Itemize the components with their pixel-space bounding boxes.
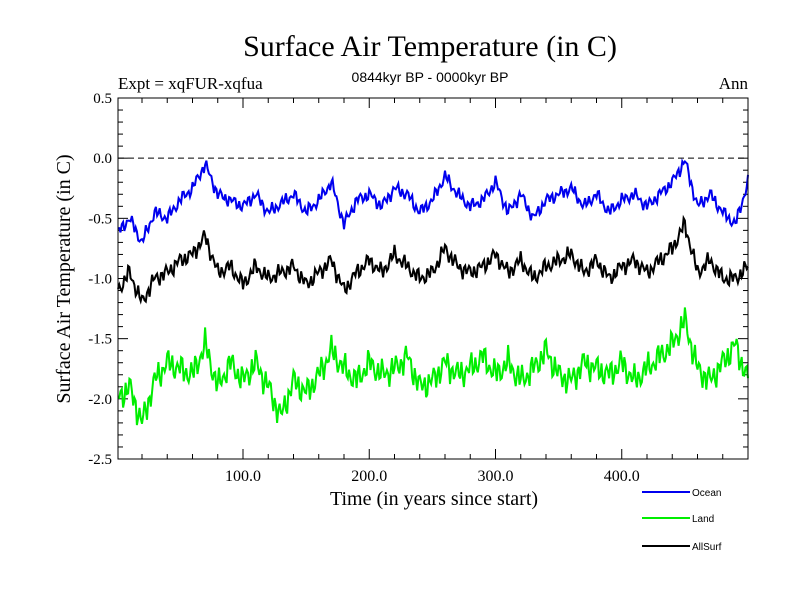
y-tick-label: -2.0	[88, 392, 112, 408]
y-tick-label: -1.5	[88, 332, 112, 348]
axis-ticks: 100.0 200.0 300.0 400.0 -2.5 -2.0 -1.5 -1.0 -0.5…	[88, 91, 748, 485]
y-tick-label: -1.0	[88, 272, 112, 288]
y-tick-label: 0.5	[93, 91, 112, 107]
y-tick-label: -0.5	[88, 211, 112, 227]
legend-label-allsurf: AllSurf	[692, 542, 722, 553]
legend-label-land: Land	[692, 514, 714, 525]
x-tick-label: 400.0	[604, 468, 640, 485]
season-label: Ann	[719, 74, 749, 93]
experiment-label: Expt = xqFUR-xqfua	[118, 74, 263, 93]
y-tick-label: 0.0	[93, 151, 112, 167]
x-tick-label: 100.0	[225, 468, 261, 485]
x-axis-label: Time (in years since start)	[330, 488, 538, 510]
data-series	[117, 158, 749, 426]
legend: Ocean Land AllSurf	[642, 488, 722, 553]
plot-frame	[117, 97, 749, 460]
series-line-land	[117, 307, 749, 426]
series-line-allsurf	[117, 214, 749, 305]
series-line-ocean	[117, 158, 749, 244]
chart-title: Surface Air Temperature (in C)	[243, 30, 617, 63]
x-tick-label: 200.0	[351, 468, 387, 485]
y-axis-label: Surface Air Temperature (in C)	[53, 154, 75, 403]
chart-subtitle: 0844kyr BP - 0000kyr BP	[352, 69, 509, 85]
legend-label-ocean: Ocean	[692, 488, 721, 499]
x-tick-label: 300.0	[477, 468, 513, 485]
y-tick-label: -2.5	[88, 452, 112, 468]
